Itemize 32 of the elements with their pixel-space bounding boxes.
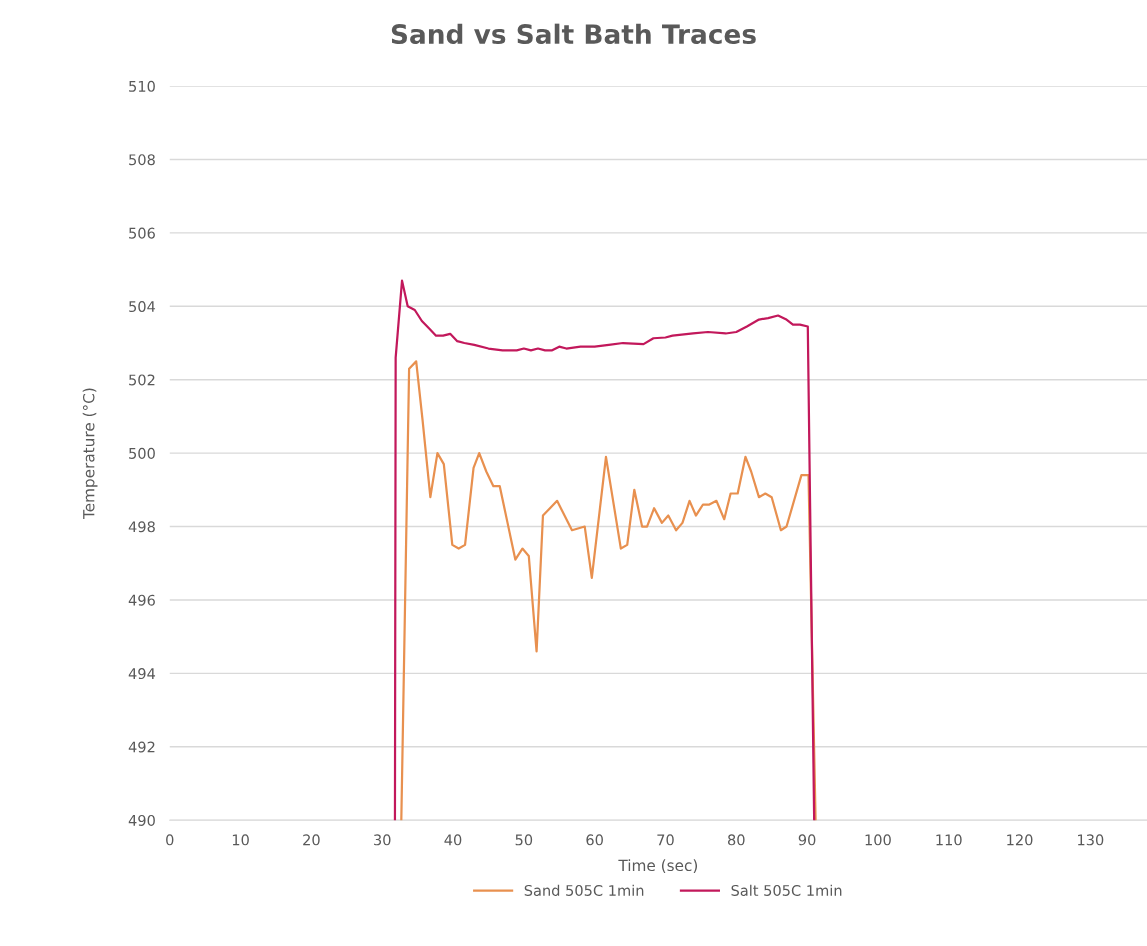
x-tick-label: 70 <box>657 834 674 846</box>
x-tick-label: 80 <box>727 834 745 846</box>
y-tick-label: 504 <box>129 301 156 313</box>
x-tick-label: 10 <box>232 834 249 846</box>
x-tick-label: 120 <box>1007 834 1033 846</box>
y-tick-label: 494 <box>128 668 156 680</box>
line-series <box>400 360 817 821</box>
x-axis-title: Time (sec) <box>618 859 698 873</box>
y-tick-label: 490 <box>128 814 155 826</box>
legend-label: Salt 505C 1min <box>731 884 842 896</box>
x-tick-label: 100 <box>865 834 891 846</box>
x-tick-label: 60 <box>586 834 603 846</box>
y-tick-label: 508 <box>129 154 155 166</box>
x-tick-label: 0 <box>166 834 174 846</box>
x-tick-label: 20 <box>303 834 320 846</box>
x-tick-label: 90 <box>798 834 816 846</box>
y-tick-label: 506 <box>129 227 155 239</box>
y-tick-label: 492 <box>128 741 155 753</box>
y-axis-title: Temperature (°C) <box>82 388 98 520</box>
y-tick-label: 498 <box>128 521 155 533</box>
x-tick-label: 110 <box>936 834 962 846</box>
y-tick-label: 502 <box>129 374 155 386</box>
x-tick-label: 30 <box>374 834 391 846</box>
x-tick-label: 50 <box>515 834 533 846</box>
chart-title: Sand vs Salt Bath Traces <box>391 23 756 45</box>
y-tick-label: 510 <box>129 80 155 92</box>
x-tick-label: 130 <box>1078 834 1104 846</box>
legend-label: Sand 505C 1min <box>524 884 644 896</box>
line-series <box>393 279 816 821</box>
y-tick-label: 496 <box>128 594 155 606</box>
y-tick-label: 500 <box>129 447 155 459</box>
x-tick-label: 40 <box>444 834 462 846</box>
